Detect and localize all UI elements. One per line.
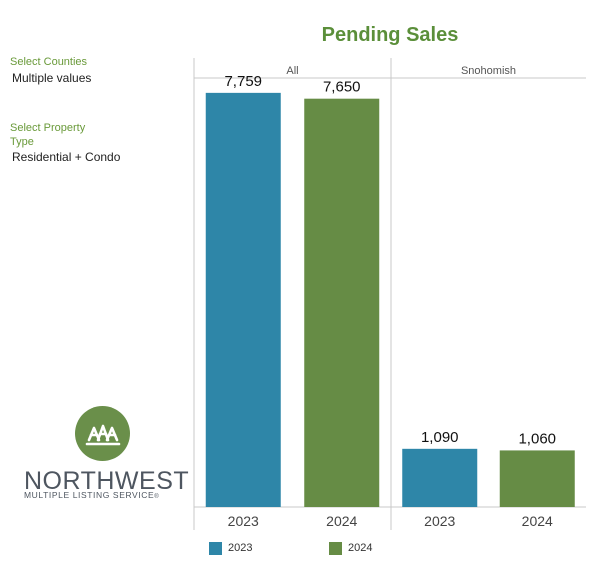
counties-filter-value[interactable]: Multiple values xyxy=(12,71,92,85)
property-type-filter-label: Select Property Type xyxy=(10,122,86,148)
data-label-snohomish-2024: 1,060 xyxy=(518,430,556,447)
filter-sidebar: Select Counties Multiple values Select P… xyxy=(0,0,190,572)
data-label-all-2023: 7,759 xyxy=(224,73,262,90)
legend-swatch-2024 xyxy=(329,541,342,555)
nwmls-logo-name: NORTHWEST xyxy=(24,467,190,495)
x-tick-label-snohomish-2023: 2023 xyxy=(424,513,455,529)
bar-all-2023 xyxy=(205,92,281,507)
bar-snohomish-2023 xyxy=(402,448,478,507)
counties-filter-label: Select Counties xyxy=(10,56,88,68)
bar-snohomish-2024 xyxy=(499,450,575,507)
chart-title: Pending Sales xyxy=(321,24,459,46)
legend-item-2023[interactable]: 2023 xyxy=(209,540,252,556)
bar-all-2024 xyxy=(304,98,380,508)
legend-label-2023: 2023 xyxy=(228,542,253,554)
data-label-snohomish-2023: 1,090 xyxy=(421,429,459,446)
x-tick-label-snohomish-2024: 2024 xyxy=(522,513,553,529)
legend-swatch-2023 xyxy=(209,541,222,555)
nwmls-logo-subtitle: MULTIPLE LISTING SERVICE® xyxy=(24,490,160,500)
nwmls-logo-icon xyxy=(75,406,130,461)
x-tick-label-all-2023: 2023 xyxy=(228,513,259,529)
legend-item-2024[interactable]: 2024 xyxy=(329,540,372,556)
property-type-filter-value[interactable]: Residential + Condo xyxy=(12,150,121,164)
panel-header-snohomish: Snohomish xyxy=(461,65,516,77)
x-tick-label-all-2024: 2024 xyxy=(326,513,357,529)
panel-header-all: All xyxy=(286,65,298,77)
data-label-all-2024: 7,650 xyxy=(323,79,361,96)
registered-mark: ® xyxy=(154,494,160,500)
legend-label-2024: 2024 xyxy=(348,542,373,554)
